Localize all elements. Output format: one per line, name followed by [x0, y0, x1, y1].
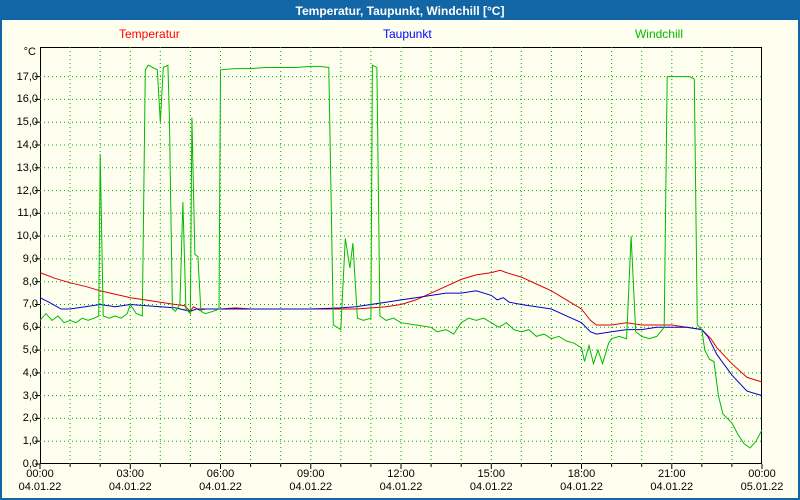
- y-tick-label: 2,0: [22, 412, 38, 425]
- y-tick-label: 13,0: [16, 161, 38, 174]
- x-tick-label: 06:00 04.01.22: [199, 468, 242, 493]
- legend: Temperatur Taupunkt Windchill: [119, 27, 683, 41]
- y-tick-label: 14,0: [16, 138, 38, 151]
- legend-temperatur: Temperatur: [119, 27, 180, 41]
- y-tick-label: 7,0: [22, 298, 38, 311]
- y-tick-label: 16,0: [16, 93, 38, 106]
- y-tick-label: 6,0: [22, 321, 38, 334]
- y-tick-label: 9,0: [22, 252, 38, 265]
- y-tick-label: 12,0: [16, 184, 38, 197]
- y-tick-label: 0,0: [22, 458, 38, 470]
- y-tick-label: 3,0: [22, 389, 38, 402]
- x-tick-label: 12:00 04.01.22: [379, 468, 423, 493]
- x-tick-label: 15:00 04.01.22: [469, 468, 513, 493]
- legend-taupunkt: Taupunkt: [382, 27, 432, 41]
- x-tick-label: 00:00 05.01.22: [740, 468, 784, 493]
- y-tick-label: 15,0: [16, 116, 38, 129]
- y-tick-label: 1,0: [22, 435, 38, 448]
- legend-windchill: Windchill: [634, 27, 683, 41]
- y-tick-label: 11,0: [17, 207, 38, 220]
- y-tick-label: 5,0: [22, 344, 38, 357]
- y-tick-label: 10,0: [16, 230, 38, 243]
- y-axis-unit: °C: [23, 46, 36, 58]
- x-tick-label: 18:00 04.01.22: [560, 468, 603, 493]
- x-tick-label: 09:00 04.01.22: [289, 468, 333, 493]
- y-tick-label: 8,0: [22, 275, 38, 288]
- window-title: Temperatur, Taupunkt, Windchill [°C]: [2, 2, 798, 20]
- plot-area: [35, 47, 763, 469]
- x-tick-label: 21:00 04.01.22: [650, 468, 694, 493]
- y-tick-label: 4,0: [22, 366, 38, 379]
- x-tick-label: 00:00 04.01.22: [18, 468, 62, 493]
- y-tick-label: 17,0: [16, 70, 38, 83]
- chart-canvas: [35, 47, 763, 469]
- x-tick-label: 03:00 04.01.22: [108, 468, 152, 493]
